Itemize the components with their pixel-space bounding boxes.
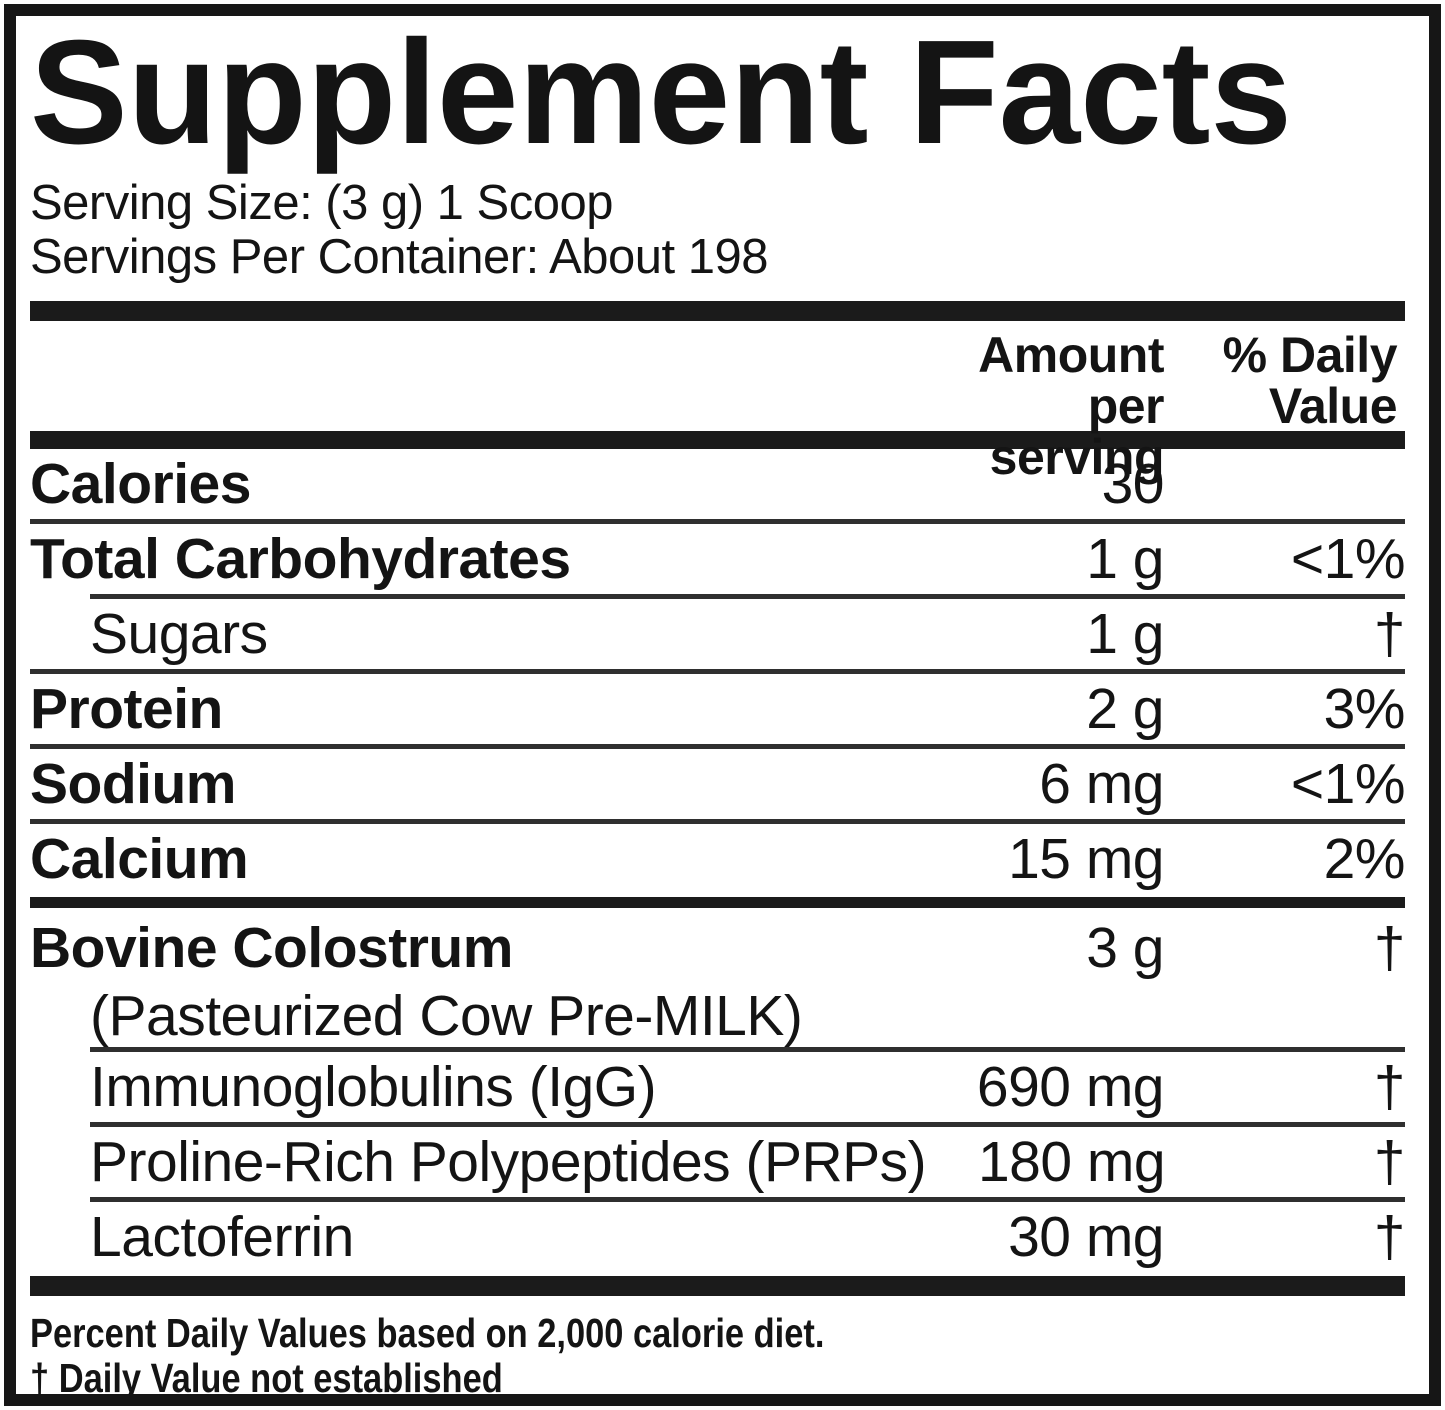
table-row: Calcium 15 mg 2% <box>30 824 1406 894</box>
row-separator <box>30 744 1405 749</box>
facts-table-body: Calories 30 Total Carbohydrates 1 g <1% … <box>30 449 1406 1296</box>
dv-header-line1: % Daily <box>1222 327 1398 383</box>
footnotes: Percent Daily Values based on 2,000 calo… <box>30 1310 1405 1401</box>
nutrient-amount: 180 mg <box>977 1130 1166 1194</box>
table-row: Lactoferrin 30 mg † <box>30 1202 1406 1272</box>
table-row: Sodium 6 mg <1% <box>30 749 1406 819</box>
row-separator <box>30 669 1405 674</box>
nutrient-name: Sodium <box>30 752 237 816</box>
nutrient-amount: 1 g <box>1086 527 1164 591</box>
nutrient-amount: 2 g <box>1086 677 1164 741</box>
footnote-dagger: † Daily Value not established <box>30 1355 503 1401</box>
serving-info: Serving Size: (3 g) 1 Scoop Servings Per… <box>30 176 1405 284</box>
nutrient-daily-value: 2% <box>1323 827 1406 891</box>
nutrient-amount: 1 g <box>1086 602 1164 666</box>
nutrient-daily-value: 3% <box>1323 677 1406 741</box>
nutrient-daily-value: <1% <box>1290 752 1406 816</box>
serving-size-text: Serving Size: (3 g) 1 Scoop <box>30 176 613 230</box>
nutrient-sub-description: (Pasteurized Cow Pre-MILK) <box>90 984 803 1048</box>
table-row: Bovine Colostrum 3 g † <box>30 911 1406 985</box>
row-separator <box>30 897 1405 908</box>
nutrient-daily-value: † <box>1373 1055 1406 1119</box>
nutrient-amount: 30 <box>1101 452 1165 516</box>
row-separator <box>30 819 1405 824</box>
table-row: Immunoglobulins (IgG) 690 mg † <box>30 1052 1406 1122</box>
nutrient-name: Lactoferrin <box>90 1205 354 1269</box>
nutrient-amount: 6 mg <box>1039 752 1164 816</box>
nutrient-daily-value: † <box>1373 1130 1406 1194</box>
label-frame: Supplement Facts Serving Size: (3 g) 1 S… <box>4 4 1441 1406</box>
row-separator <box>90 594 1405 599</box>
nutrient-name: Immunoglobulins (IgG) <box>90 1055 657 1119</box>
table-row: Protein 2 g 3% <box>30 674 1406 744</box>
nutrient-name: Total Carbohydrates <box>30 527 571 591</box>
row-separator <box>30 1276 1405 1296</box>
nutrient-amount: 3 g <box>1086 916 1164 980</box>
nutrient-amount: 30 mg <box>1008 1205 1164 1269</box>
nutrient-daily-value: <1% <box>1290 527 1406 591</box>
nutrient-name: Bovine Colostrum <box>30 916 513 980</box>
nutrient-name: Protein <box>30 677 223 741</box>
table-row: Calories 30 <box>30 449 1405 519</box>
table-row: Proline-Rich Polypeptides (PRPs) 180 mg … <box>30 1127 1405 1197</box>
amount-header-line2: serving <box>989 429 1165 485</box>
nutrient-amount: 690 mg <box>976 1055 1165 1119</box>
daily-value-column-header: % Daily Value <box>1164 330 1405 432</box>
amount-header-line1: Amount per <box>978 327 1164 434</box>
nutrient-name: Calories <box>30 452 251 516</box>
servings-per-container-text: Servings Per Container: About 198 <box>30 230 769 284</box>
divider-bar-header <box>30 431 1405 449</box>
table-row: Total Carbohydrates 1 g <1% <box>30 524 1406 594</box>
nutrient-name: Calcium <box>30 827 249 891</box>
dv-header-line2: Value <box>1268 378 1398 434</box>
nutrient-daily-value: † <box>1373 1205 1406 1269</box>
row-separator <box>30 519 1405 524</box>
table-row: Sugars 1 g † <box>30 599 1406 669</box>
row-separator <box>90 1197 1405 1202</box>
divider-bar-top <box>30 301 1405 321</box>
page-title: Supplement Facts <box>30 10 1292 175</box>
row-separator <box>90 1047 1405 1052</box>
amount-column-header: Amount per serving <box>924 330 1164 483</box>
nutrient-name: Proline-Rich Polypeptides (PRPs) <box>90 1130 927 1194</box>
nutrient-daily-value: † <box>1373 602 1406 666</box>
nutrient-amount: 15 mg <box>1008 827 1164 891</box>
footnote-daily-values: Percent Daily Values based on 2,000 calo… <box>30 1310 825 1356</box>
column-headers: Amount per serving % Daily Value <box>30 321 1405 483</box>
nutrient-daily-value: † <box>1373 916 1406 980</box>
nutrient-name: Sugars <box>90 602 268 666</box>
row-separator <box>90 1122 1405 1127</box>
